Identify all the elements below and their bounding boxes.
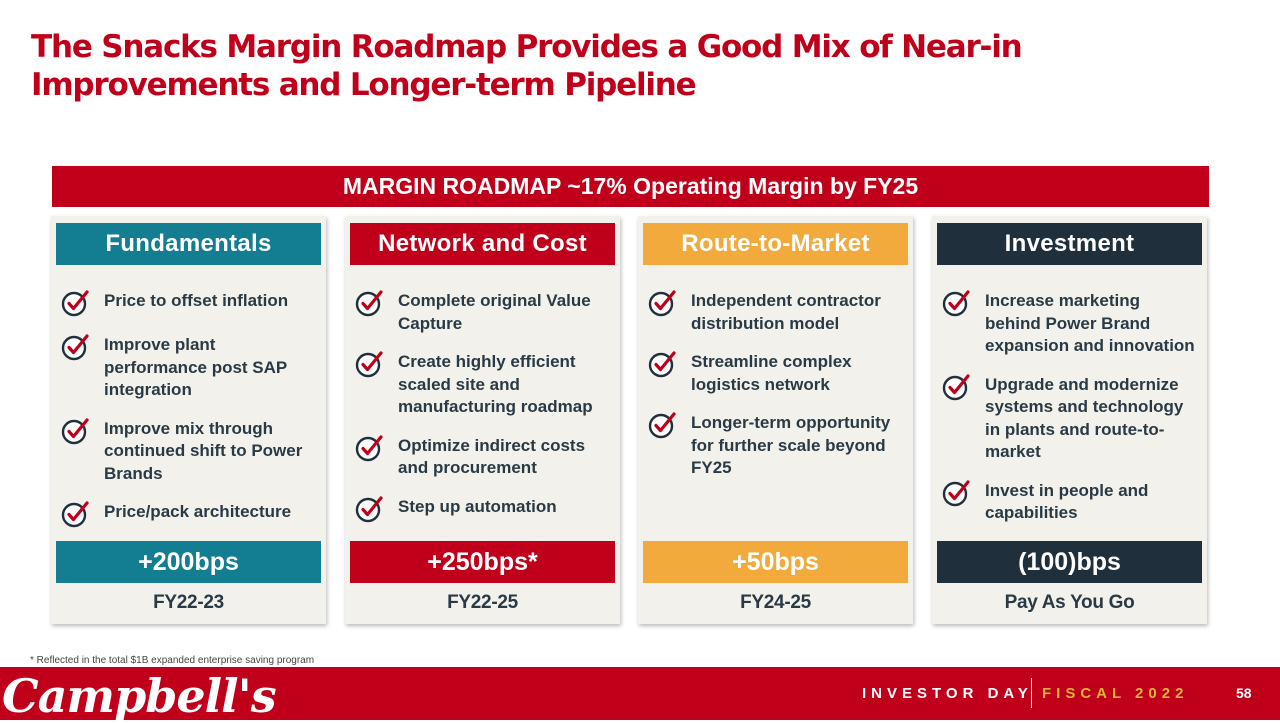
margin-roadmap-banner: MARGIN ROADMAP ~17% Operating Margin by … xyxy=(52,166,1209,207)
item-text: Optimize indirect costs and procurement xyxy=(398,435,586,478)
item-text: Complete original Value Capture xyxy=(398,291,591,333)
item-text: Longer-term opportunity for further scal… xyxy=(691,413,891,477)
list-item: Improve mix through continued shift to P… xyxy=(61,416,316,486)
fiscal-year-label: FISCAL 2022 xyxy=(1042,685,1189,702)
checkmark-icon xyxy=(942,288,972,318)
checkmark-icon xyxy=(61,416,91,446)
card-header: Network and Cost xyxy=(350,223,615,265)
list-item: Longer-term opportunity for further scal… xyxy=(648,412,903,480)
footer-divider xyxy=(1031,678,1032,708)
item-text: Price to offset inflation xyxy=(104,291,289,310)
time-period: FY24-25 xyxy=(740,592,811,613)
bps-impact: (100)bps xyxy=(937,541,1202,583)
list-item: Complete original Value Capture xyxy=(355,290,610,335)
roadmap-card: Fundamentals Price to offset inflation Imp… xyxy=(51,216,326,624)
checkmark-icon xyxy=(61,499,91,529)
bps-impact: +250bps* xyxy=(350,541,615,583)
list-item: Invest in people and capabilities xyxy=(942,478,1197,525)
item-text: Upgrade and modernize systems and techno… xyxy=(985,374,1184,462)
roadmap-card: Route-to-Market Independent contractor di… xyxy=(638,216,913,624)
item-text: Improve mix through continued shift to P… xyxy=(104,418,303,483)
roadmap-card: Investment Increase marketing behind Powe… xyxy=(932,216,1207,624)
item-text: Increase marketing behind Power Brand ex… xyxy=(985,291,1195,355)
card-header: Fundamentals xyxy=(56,223,321,265)
checkmark-icon xyxy=(355,288,385,318)
footnote: * Reflected in the total $1B expanded en… xyxy=(30,655,315,666)
item-text: Create highly efficient scaled site and … xyxy=(398,352,593,416)
page-number: 58 xyxy=(1236,685,1252,701)
investor-day-label: INVESTOR DAY xyxy=(862,685,1033,702)
time-period: FY22-25 xyxy=(447,592,518,613)
list-item: Step up automation xyxy=(355,494,610,524)
checkmark-icon xyxy=(355,349,385,379)
list-item: Optimize indirect costs and procurement xyxy=(355,433,610,480)
list-item: Improve plant performance post SAP integ… xyxy=(61,334,316,402)
item-text: Improve plant performance post SAP integ… xyxy=(104,335,287,399)
list-item: Independent contractor distribution mode… xyxy=(648,290,903,335)
time-period: FY22-23 xyxy=(153,592,224,613)
footer-bar: Campbell's INVESTOR DAY FISCAL 2022 58 xyxy=(0,667,1280,723)
card-item-list: Price to offset inflation Improve plant p… xyxy=(61,290,316,545)
page-title: The Snacks Margin Roadmap Provides a Goo… xyxy=(31,29,1023,103)
card-header: Investment xyxy=(937,223,1202,265)
list-item: Create highly efficient scaled site and … xyxy=(355,351,610,419)
checkmark-icon xyxy=(648,349,678,379)
list-item: Upgrade and modernize systems and techno… xyxy=(942,372,1197,464)
checkmark-icon xyxy=(61,332,91,362)
list-item: Increase marketing behind Power Brand ex… xyxy=(942,290,1197,358)
bps-impact: +50bps xyxy=(643,541,908,583)
item-text: Independent contractor distribution mode… xyxy=(691,291,881,333)
list-item: Price to offset inflation xyxy=(61,290,316,318)
checkmark-icon xyxy=(942,372,972,402)
list-item: Streamline complex logistics network xyxy=(648,351,903,396)
roadmap-card: Network and Cost Complete original Value … xyxy=(345,216,620,624)
card-item-list: Complete original Value Capture Create hi… xyxy=(355,290,610,540)
card-item-list: Increase marketing behind Power Brand ex… xyxy=(942,290,1197,541)
item-text: Step up automation xyxy=(398,496,557,516)
checkmark-icon xyxy=(355,494,385,524)
item-text: Invest in people and capabilities xyxy=(985,480,1149,523)
checkmark-icon xyxy=(942,478,972,508)
item-text: Price/pack architecture xyxy=(104,502,292,521)
checkmark-icon xyxy=(61,288,91,318)
item-text: Streamline complex logistics network xyxy=(691,352,852,394)
checkmark-icon xyxy=(355,433,385,463)
checkmark-icon xyxy=(648,288,678,318)
card-item-list: Independent contractor distribution mode… xyxy=(648,290,903,496)
bps-impact: +200bps xyxy=(56,541,321,583)
card-header: Route-to-Market xyxy=(643,223,908,265)
list-item: Price/pack architecture xyxy=(61,501,316,529)
checkmark-icon xyxy=(648,410,678,440)
campbells-logo: Campbell's xyxy=(2,669,277,723)
time-period: Pay As You Go xyxy=(1004,592,1135,613)
